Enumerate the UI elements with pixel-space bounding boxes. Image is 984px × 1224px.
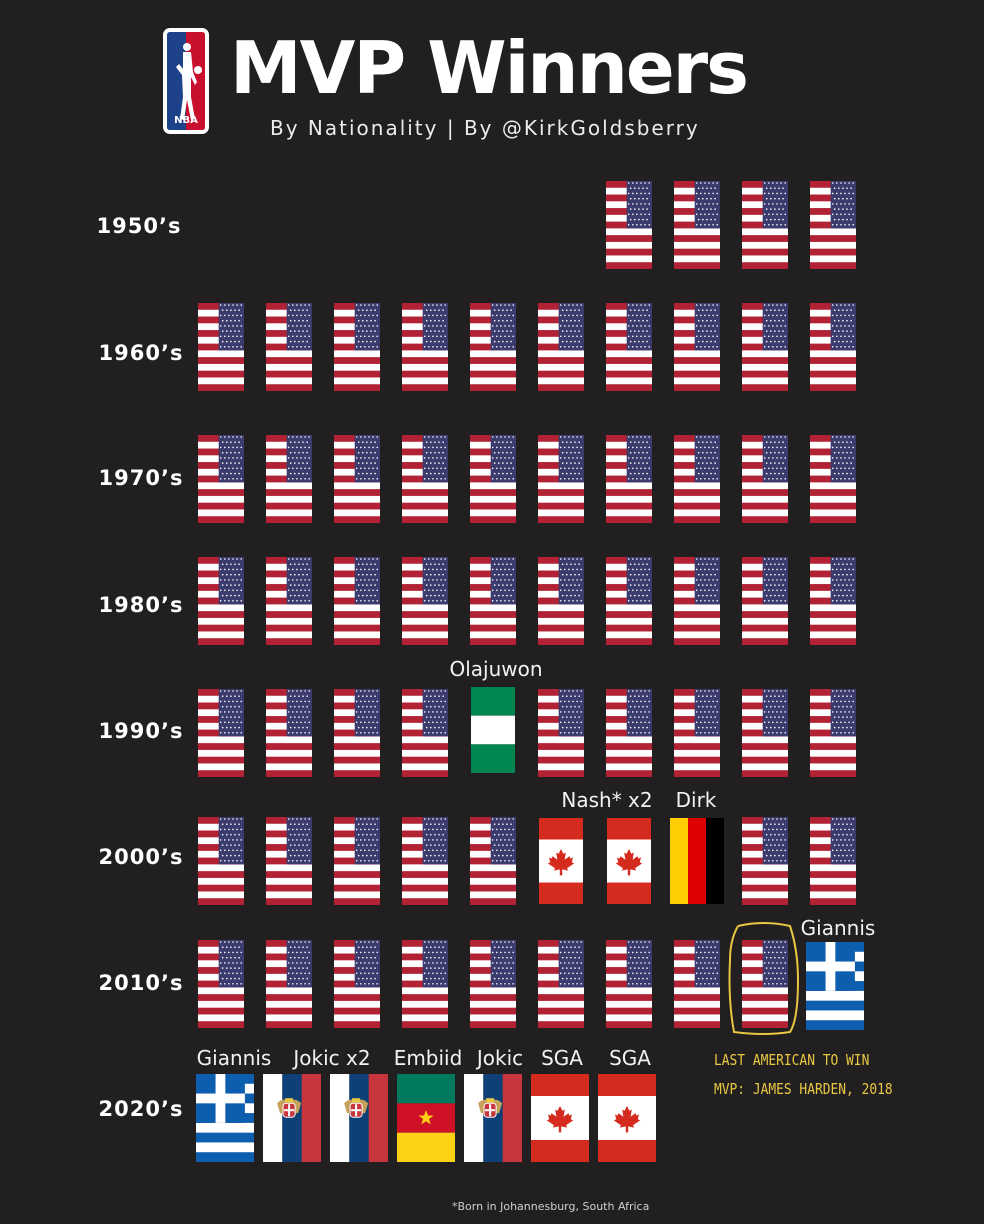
flag-usa bbox=[334, 817, 380, 905]
page-title: MVP Winners bbox=[230, 26, 749, 110]
last-american-annotation: LAST AMERICAN TO WIN MVP: JAMES HARDEN, … bbox=[714, 1046, 895, 1104]
flag-usa bbox=[606, 181, 652, 269]
flag-usa bbox=[742, 181, 788, 269]
flag-usa bbox=[606, 303, 652, 391]
flag-usa bbox=[674, 557, 720, 645]
flag-usa bbox=[538, 435, 584, 523]
flag-usa bbox=[606, 435, 652, 523]
flag-usa bbox=[810, 303, 856, 391]
nba-logo: NBA bbox=[162, 27, 210, 135]
flag-usa bbox=[538, 557, 584, 645]
player-label: SGA bbox=[609, 1046, 651, 1070]
flag-usa bbox=[538, 940, 584, 1028]
decade-label: 2000’s bbox=[98, 845, 184, 869]
decade-label: 2020’s bbox=[98, 1097, 184, 1121]
flag-nigeria bbox=[471, 687, 515, 773]
flag-usa bbox=[742, 557, 788, 645]
footnote: *Born in Johannesburg, South Africa bbox=[452, 1200, 650, 1213]
flag-usa bbox=[810, 689, 856, 777]
flag-usa bbox=[334, 689, 380, 777]
flag-usa bbox=[674, 689, 720, 777]
flag-usa bbox=[402, 689, 448, 777]
flag-usa bbox=[402, 435, 448, 523]
page-subtitle: By Nationality | By @KirkGoldsberry bbox=[270, 116, 700, 140]
player-label: SGA bbox=[541, 1046, 583, 1070]
player-label: Olajuwon bbox=[449, 657, 543, 681]
flag-usa bbox=[742, 940, 788, 1028]
player-label: Dirk bbox=[675, 788, 717, 812]
flag-usa bbox=[674, 181, 720, 269]
flag-greece bbox=[806, 942, 864, 1030]
player-label: Jokic bbox=[476, 1046, 524, 1070]
flag-usa bbox=[742, 689, 788, 777]
flag-usa bbox=[470, 557, 516, 645]
annotation-line-2: MVP: JAMES HARDEN, 2018 bbox=[714, 1080, 893, 1098]
flag-usa bbox=[606, 557, 652, 645]
flag-usa bbox=[266, 557, 312, 645]
decade-label: 1960’s bbox=[98, 341, 184, 365]
flag-usa bbox=[538, 303, 584, 391]
decade-label: 2010’s bbox=[98, 971, 184, 995]
flag-canada bbox=[598, 1074, 656, 1162]
flag-usa bbox=[402, 817, 448, 905]
flag-usa bbox=[470, 435, 516, 523]
flag-usa bbox=[334, 303, 380, 391]
flag-usa bbox=[198, 817, 244, 905]
flag-serbia bbox=[263, 1074, 321, 1162]
flag-usa bbox=[198, 940, 244, 1028]
flag-usa bbox=[402, 557, 448, 645]
flag-usa bbox=[674, 940, 720, 1028]
flag-usa bbox=[742, 817, 788, 905]
flag-usa bbox=[470, 817, 516, 905]
decade-label: 1970’s bbox=[98, 466, 184, 490]
flag-usa bbox=[266, 817, 312, 905]
flag-canada bbox=[539, 818, 583, 904]
flag-usa bbox=[810, 435, 856, 523]
flag-usa bbox=[674, 303, 720, 391]
flag-serbia bbox=[464, 1074, 522, 1162]
decade-label: 1990’s bbox=[98, 719, 184, 743]
player-label: Jokic x2 bbox=[293, 1046, 371, 1070]
decade-label: 1950’s bbox=[96, 214, 182, 238]
flag-usa bbox=[470, 940, 516, 1028]
player-label: Nash* x2 bbox=[561, 788, 653, 812]
flag-canada bbox=[531, 1074, 589, 1162]
flag-usa bbox=[198, 303, 244, 391]
annotation-line-1: LAST AMERICAN TO WIN bbox=[714, 1051, 870, 1069]
flag-canada bbox=[607, 818, 651, 904]
flag-usa bbox=[742, 435, 788, 523]
flag-greece bbox=[196, 1074, 254, 1162]
flag-germany bbox=[670, 818, 724, 904]
flag-usa bbox=[266, 689, 312, 777]
player-label: Embiid bbox=[393, 1046, 463, 1070]
flag-usa bbox=[606, 689, 652, 777]
flag-usa bbox=[742, 303, 788, 391]
flag-usa bbox=[674, 435, 720, 523]
flag-usa bbox=[198, 689, 244, 777]
flag-usa bbox=[810, 817, 856, 905]
flag-usa bbox=[334, 557, 380, 645]
decade-label: 1980’s bbox=[98, 593, 184, 617]
flag-usa bbox=[334, 435, 380, 523]
player-label: Giannis bbox=[196, 1046, 272, 1070]
flag-usa bbox=[810, 181, 856, 269]
flag-usa bbox=[266, 435, 312, 523]
flag-usa bbox=[198, 435, 244, 523]
flag-usa bbox=[334, 940, 380, 1028]
flag-usa bbox=[810, 557, 856, 645]
logo-text: NBA bbox=[174, 115, 198, 126]
player-label: Giannis bbox=[800, 916, 876, 940]
flag-usa bbox=[538, 689, 584, 777]
flag-usa bbox=[606, 940, 652, 1028]
flag-usa bbox=[198, 557, 244, 645]
highlight-circle bbox=[728, 922, 800, 1035]
flag-usa bbox=[402, 303, 448, 391]
flag-usa bbox=[266, 940, 312, 1028]
flag-usa bbox=[266, 303, 312, 391]
flag-usa bbox=[470, 303, 516, 391]
flag-usa bbox=[402, 940, 448, 1028]
flag-serbia bbox=[330, 1074, 388, 1162]
flag-cameroon bbox=[397, 1074, 455, 1162]
